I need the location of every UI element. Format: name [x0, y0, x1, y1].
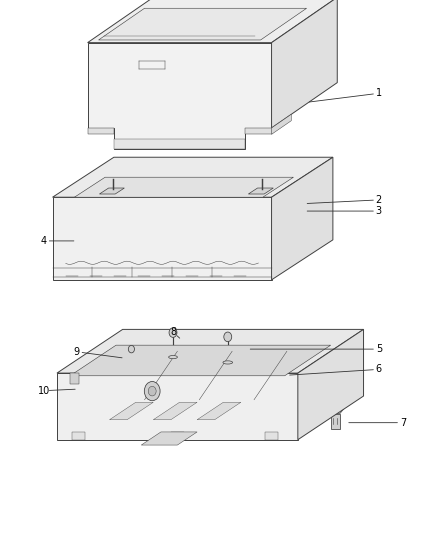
Polygon shape: [280, 356, 290, 374]
Polygon shape: [99, 188, 124, 194]
Text: 5: 5: [376, 344, 382, 354]
Polygon shape: [70, 373, 79, 384]
Polygon shape: [247, 362, 280, 374]
Text: 8: 8: [170, 327, 176, 337]
Text: 4: 4: [41, 236, 47, 246]
Polygon shape: [197, 402, 241, 420]
Polygon shape: [53, 197, 272, 280]
Polygon shape: [70, 345, 331, 376]
Circle shape: [169, 328, 177, 337]
Polygon shape: [110, 402, 153, 420]
Polygon shape: [57, 329, 364, 373]
Circle shape: [128, 345, 134, 353]
Polygon shape: [171, 432, 184, 440]
Polygon shape: [88, 43, 272, 149]
Polygon shape: [153, 402, 197, 420]
Circle shape: [145, 382, 160, 401]
Polygon shape: [245, 128, 272, 134]
Polygon shape: [74, 177, 293, 197]
Polygon shape: [247, 356, 290, 362]
Text: 6: 6: [376, 365, 382, 374]
Text: 2: 2: [376, 195, 382, 205]
Polygon shape: [72, 432, 85, 440]
Circle shape: [224, 332, 232, 342]
Ellipse shape: [223, 361, 233, 364]
Text: 9: 9: [74, 347, 80, 357]
Polygon shape: [248, 195, 253, 199]
Polygon shape: [331, 414, 340, 429]
Text: 1: 1: [376, 88, 382, 98]
Polygon shape: [272, 157, 333, 280]
Polygon shape: [57, 373, 298, 440]
Polygon shape: [114, 139, 245, 149]
Polygon shape: [331, 409, 344, 414]
Circle shape: [148, 386, 156, 396]
Polygon shape: [88, 0, 337, 43]
Polygon shape: [248, 188, 273, 194]
Polygon shape: [53, 157, 333, 197]
Polygon shape: [272, 0, 337, 128]
Polygon shape: [265, 432, 278, 440]
Polygon shape: [99, 9, 307, 40]
Text: 3: 3: [376, 206, 382, 216]
Polygon shape: [141, 432, 197, 445]
Text: 10: 10: [38, 386, 50, 395]
Polygon shape: [88, 128, 114, 134]
Polygon shape: [237, 199, 245, 204]
Polygon shape: [272, 115, 291, 134]
Polygon shape: [298, 329, 364, 440]
Ellipse shape: [169, 356, 177, 359]
Text: 7: 7: [400, 418, 406, 427]
Polygon shape: [245, 199, 258, 206]
